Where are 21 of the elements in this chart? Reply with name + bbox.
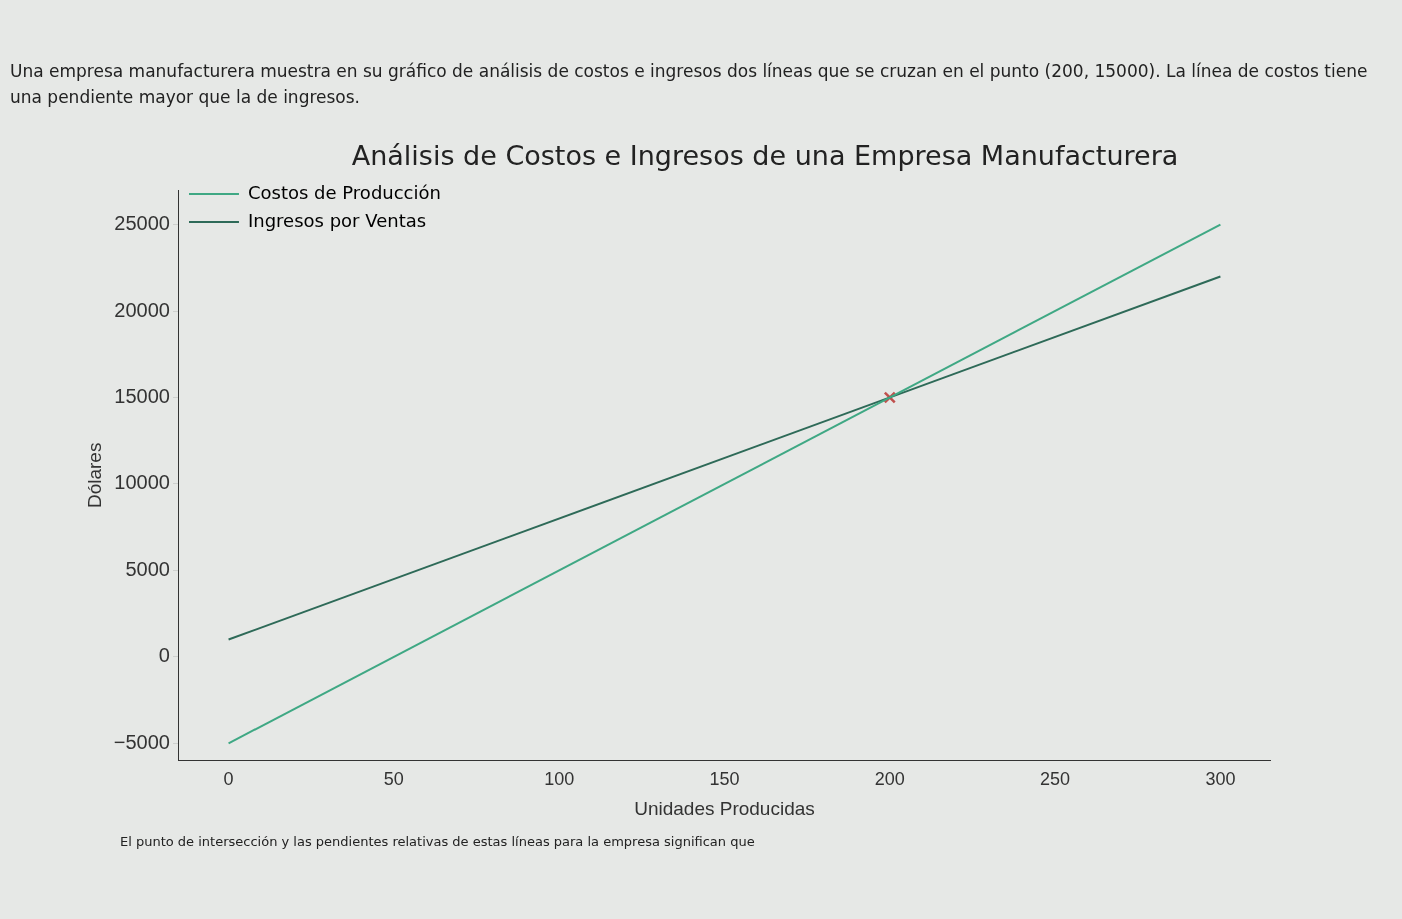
legend-label: Ingresos por Ventas <box>247 209 427 231</box>
x-tick-label: 100 <box>544 769 575 790</box>
y-tick-label: 0 <box>158 644 170 667</box>
y-tick-label: 20000 <box>114 298 170 321</box>
x-tick-label: 300 <box>1205 769 1236 790</box>
legend-label: Costos de Producción <box>247 181 441 203</box>
text: Una empresa manufacturera muestra en su gráfico de análisis de costos e ingresos dos líneas que se cruzan en el punto (200, 15000). La línea de costos tiene una pendiente mayor que la de ingresos. <box>10 60 1369 109</box>
y-tick-label: 10000 <box>114 471 170 494</box>
chart-title: Análisis de Costos e Ingresos de una Empresa Manufacturera <box>350 140 1180 171</box>
x-tick-label: 0 <box>223 769 234 790</box>
x-tick-label: 250 <box>1040 769 1071 790</box>
y-tick-label: −5000 <box>113 730 170 753</box>
x-axis-title: Unidades Producidas <box>634 797 815 819</box>
y-tick-label: 25000 <box>114 212 170 235</box>
x-tick-label: 150 <box>709 769 740 790</box>
x-tick-label: 50 <box>383 769 404 790</box>
text: El punto de intersección y las pendientes relativas de estas líneas para la empresa significan que <box>120 834 755 849</box>
y-axis-title: Dólares <box>83 442 105 509</box>
y-tick-label: 5000 <box>125 557 170 580</box>
x-tick-label: 200 <box>874 769 905 790</box>
y-tick-label: 15000 <box>114 385 170 408</box>
